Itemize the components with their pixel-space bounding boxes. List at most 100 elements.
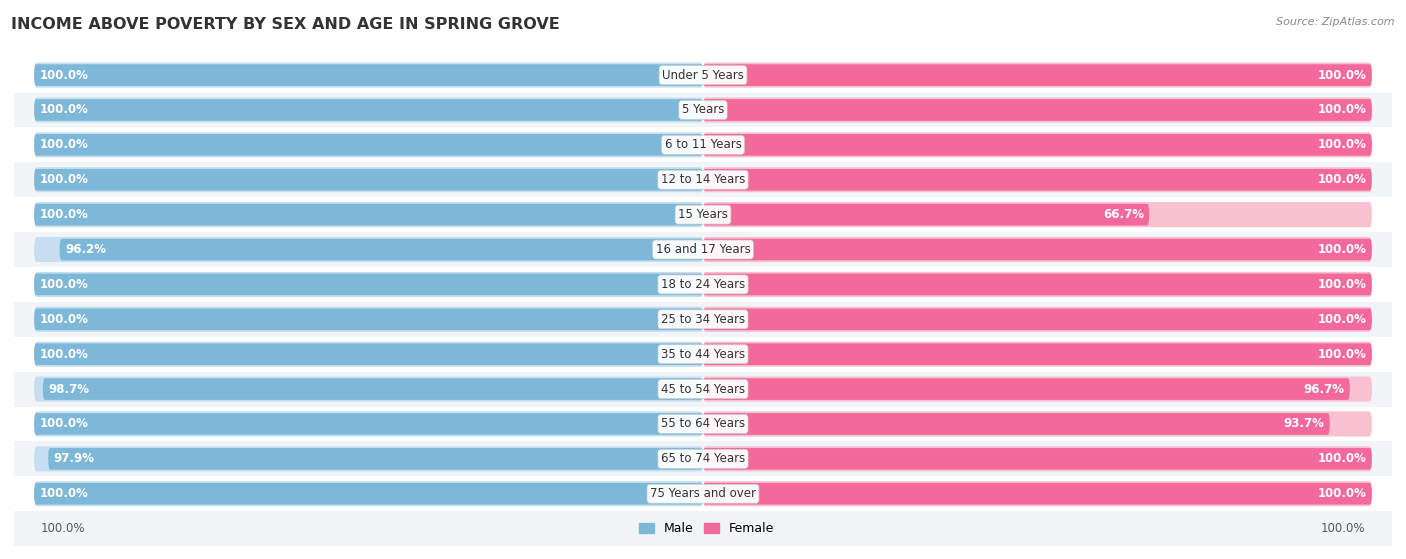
FancyBboxPatch shape bbox=[34, 272, 703, 297]
FancyBboxPatch shape bbox=[703, 481, 1372, 506]
FancyBboxPatch shape bbox=[703, 483, 1372, 505]
Text: 45 to 54 Years: 45 to 54 Years bbox=[661, 382, 745, 396]
FancyBboxPatch shape bbox=[703, 378, 1350, 400]
FancyBboxPatch shape bbox=[34, 169, 703, 191]
FancyBboxPatch shape bbox=[34, 132, 703, 158]
Text: 16 and 17 Years: 16 and 17 Years bbox=[655, 243, 751, 256]
Text: 100.0%: 100.0% bbox=[1317, 103, 1367, 116]
FancyBboxPatch shape bbox=[703, 446, 1372, 471]
FancyBboxPatch shape bbox=[703, 239, 1372, 260]
FancyBboxPatch shape bbox=[34, 342, 703, 367]
FancyBboxPatch shape bbox=[42, 378, 703, 400]
Text: 100.0%: 100.0% bbox=[39, 348, 89, 361]
Text: 100.0%: 100.0% bbox=[1317, 173, 1367, 186]
FancyBboxPatch shape bbox=[34, 446, 703, 471]
FancyBboxPatch shape bbox=[34, 99, 703, 121]
FancyBboxPatch shape bbox=[34, 377, 703, 401]
Text: 6 to 11 Years: 6 to 11 Years bbox=[665, 139, 741, 151]
Text: 93.7%: 93.7% bbox=[1284, 418, 1324, 430]
Text: 15 Years: 15 Years bbox=[678, 208, 728, 221]
Text: 35 to 44 Years: 35 to 44 Years bbox=[661, 348, 745, 361]
Text: Under 5 Years: Under 5 Years bbox=[662, 69, 744, 82]
Text: 25 to 34 Years: 25 to 34 Years bbox=[661, 313, 745, 326]
FancyBboxPatch shape bbox=[703, 272, 1372, 297]
Text: 100.0%: 100.0% bbox=[39, 173, 89, 186]
Text: 75 Years and over: 75 Years and over bbox=[650, 487, 756, 500]
Text: 100.0%: 100.0% bbox=[1317, 278, 1367, 291]
FancyBboxPatch shape bbox=[34, 343, 703, 365]
Text: 66.7%: 66.7% bbox=[1102, 208, 1144, 221]
FancyBboxPatch shape bbox=[34, 481, 703, 506]
Bar bbox=[0, 267, 1406, 302]
FancyBboxPatch shape bbox=[34, 64, 703, 86]
FancyBboxPatch shape bbox=[703, 132, 1372, 158]
Text: 100.0%: 100.0% bbox=[39, 208, 89, 221]
FancyBboxPatch shape bbox=[703, 413, 1330, 435]
Bar bbox=[0, 58, 1406, 93]
FancyBboxPatch shape bbox=[703, 309, 1372, 330]
Text: 100.0%: 100.0% bbox=[39, 69, 89, 82]
FancyBboxPatch shape bbox=[703, 204, 1149, 225]
FancyBboxPatch shape bbox=[59, 239, 703, 260]
FancyBboxPatch shape bbox=[34, 273, 703, 295]
Text: 98.7%: 98.7% bbox=[48, 382, 89, 396]
Legend: Male, Female: Male, Female bbox=[634, 517, 779, 540]
Text: 100.0%: 100.0% bbox=[39, 487, 89, 500]
FancyBboxPatch shape bbox=[703, 63, 1372, 88]
FancyBboxPatch shape bbox=[703, 307, 1372, 332]
FancyBboxPatch shape bbox=[34, 97, 703, 122]
FancyBboxPatch shape bbox=[703, 169, 1372, 191]
Text: 5 Years: 5 Years bbox=[682, 103, 724, 116]
Text: 100.0%: 100.0% bbox=[41, 522, 86, 535]
Bar bbox=[0, 337, 1406, 372]
Bar bbox=[0, 406, 1406, 442]
Text: 100.0%: 100.0% bbox=[1317, 348, 1367, 361]
FancyBboxPatch shape bbox=[34, 413, 703, 435]
FancyBboxPatch shape bbox=[703, 202, 1372, 227]
Text: INCOME ABOVE POVERTY BY SEX AND AGE IN SPRING GROVE: INCOME ABOVE POVERTY BY SEX AND AGE IN S… bbox=[11, 17, 560, 32]
Bar bbox=[0, 302, 1406, 337]
FancyBboxPatch shape bbox=[34, 237, 703, 262]
Text: 100.0%: 100.0% bbox=[1317, 452, 1367, 465]
FancyBboxPatch shape bbox=[703, 167, 1372, 192]
FancyBboxPatch shape bbox=[703, 342, 1372, 367]
Text: 100.0%: 100.0% bbox=[39, 278, 89, 291]
Bar bbox=[0, 372, 1406, 406]
FancyBboxPatch shape bbox=[703, 97, 1372, 122]
Bar bbox=[0, 93, 1406, 127]
FancyBboxPatch shape bbox=[703, 237, 1372, 262]
Text: 100.0%: 100.0% bbox=[1317, 69, 1367, 82]
Text: 55 to 64 Years: 55 to 64 Years bbox=[661, 418, 745, 430]
Bar bbox=[0, 232, 1406, 267]
Text: 100.0%: 100.0% bbox=[39, 418, 89, 430]
Text: 100.0%: 100.0% bbox=[39, 313, 89, 326]
FancyBboxPatch shape bbox=[34, 204, 703, 225]
FancyBboxPatch shape bbox=[703, 273, 1372, 295]
Text: 100.0%: 100.0% bbox=[1317, 487, 1367, 500]
Text: Source: ZipAtlas.com: Source: ZipAtlas.com bbox=[1277, 17, 1395, 27]
Text: 100.0%: 100.0% bbox=[1317, 243, 1367, 256]
Text: 97.9%: 97.9% bbox=[53, 452, 94, 465]
Text: 100.0%: 100.0% bbox=[39, 139, 89, 151]
FancyBboxPatch shape bbox=[703, 411, 1372, 437]
Bar bbox=[0, 476, 1406, 511]
Text: 96.2%: 96.2% bbox=[65, 243, 105, 256]
Text: 100.0%: 100.0% bbox=[1317, 139, 1367, 151]
FancyBboxPatch shape bbox=[703, 343, 1372, 365]
Bar bbox=[0, 442, 1406, 476]
FancyBboxPatch shape bbox=[34, 167, 703, 192]
FancyBboxPatch shape bbox=[703, 64, 1372, 86]
FancyBboxPatch shape bbox=[34, 63, 703, 88]
Text: 65 to 74 Years: 65 to 74 Years bbox=[661, 452, 745, 465]
Bar bbox=[0, 162, 1406, 197]
FancyBboxPatch shape bbox=[703, 134, 1372, 155]
FancyBboxPatch shape bbox=[703, 448, 1372, 470]
FancyBboxPatch shape bbox=[34, 134, 703, 155]
FancyBboxPatch shape bbox=[703, 99, 1372, 121]
Bar bbox=[0, 127, 1406, 162]
FancyBboxPatch shape bbox=[703, 377, 1372, 401]
FancyBboxPatch shape bbox=[48, 448, 703, 470]
Text: 100.0%: 100.0% bbox=[1320, 522, 1365, 535]
Bar bbox=[0, 197, 1406, 232]
Bar bbox=[0, 511, 1406, 546]
